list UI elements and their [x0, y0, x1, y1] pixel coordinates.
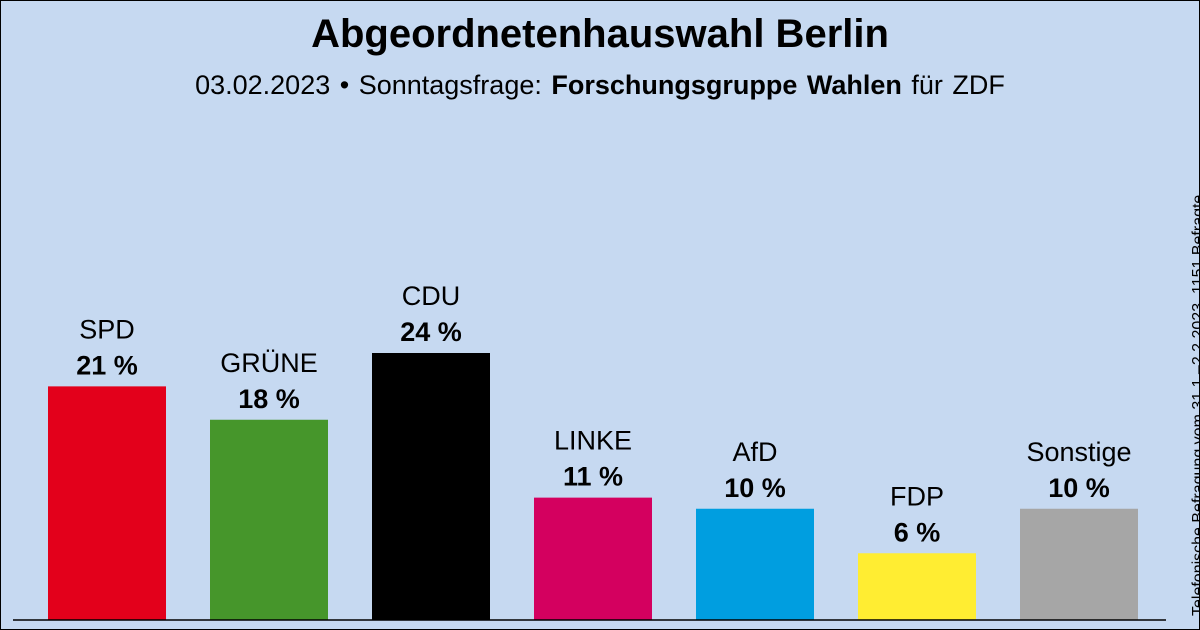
bar-sonstige — [1020, 508, 1138, 620]
bar-fdp — [858, 553, 976, 620]
party-label-linke: LINKE — [554, 426, 632, 456]
party-label-grüne: GRÜNE — [220, 348, 318, 378]
poll-date: 03.02.2023 — [195, 70, 331, 100]
subtitle-separator: • — [339, 70, 350, 100]
bar-grüne — [210, 419, 328, 620]
value-label-cdu: 24 % — [400, 317, 462, 347]
value-label-grüne: 18 % — [238, 384, 300, 414]
pollster-name: Forschungsgruppe Wahlen — [551, 70, 902, 100]
bar-linke — [534, 497, 652, 620]
poll-type: Sonntagsfrage: — [358, 70, 542, 100]
bar-afd — [696, 508, 814, 620]
bars-group: 21 % SPD 18 % GRÜNE 24 % CDU 11 % LINKE 10 % AfD 6… — [48, 281, 1138, 620]
value-label-spd: 21 % — [76, 350, 138, 380]
value-label-fdp: 6 % — [894, 517, 941, 547]
value-label-linke: 11 % — [563, 462, 623, 492]
party-label-fdp: FDP — [890, 481, 944, 511]
value-label-sonstige: 10 % — [1048, 473, 1110, 503]
bar-cdu — [372, 353, 490, 620]
chart-title: Abgeordnetenhauswahl Berlin — [311, 12, 889, 56]
party-label-cdu: CDU — [402, 281, 461, 311]
party-label-spd: SPD — [79, 314, 135, 344]
poll-client: für ZDF — [911, 70, 1005, 100]
bar-spd — [48, 386, 166, 620]
chart-subtitle: 03.02.2023 • Sonntagsfrage: Forschungsgr… — [0, 70, 1200, 101]
party-label-sonstige: Sonstige — [1026, 437, 1131, 467]
value-label-afd: 10 % — [724, 473, 786, 503]
party-label-afd: AfD — [732, 437, 777, 467]
